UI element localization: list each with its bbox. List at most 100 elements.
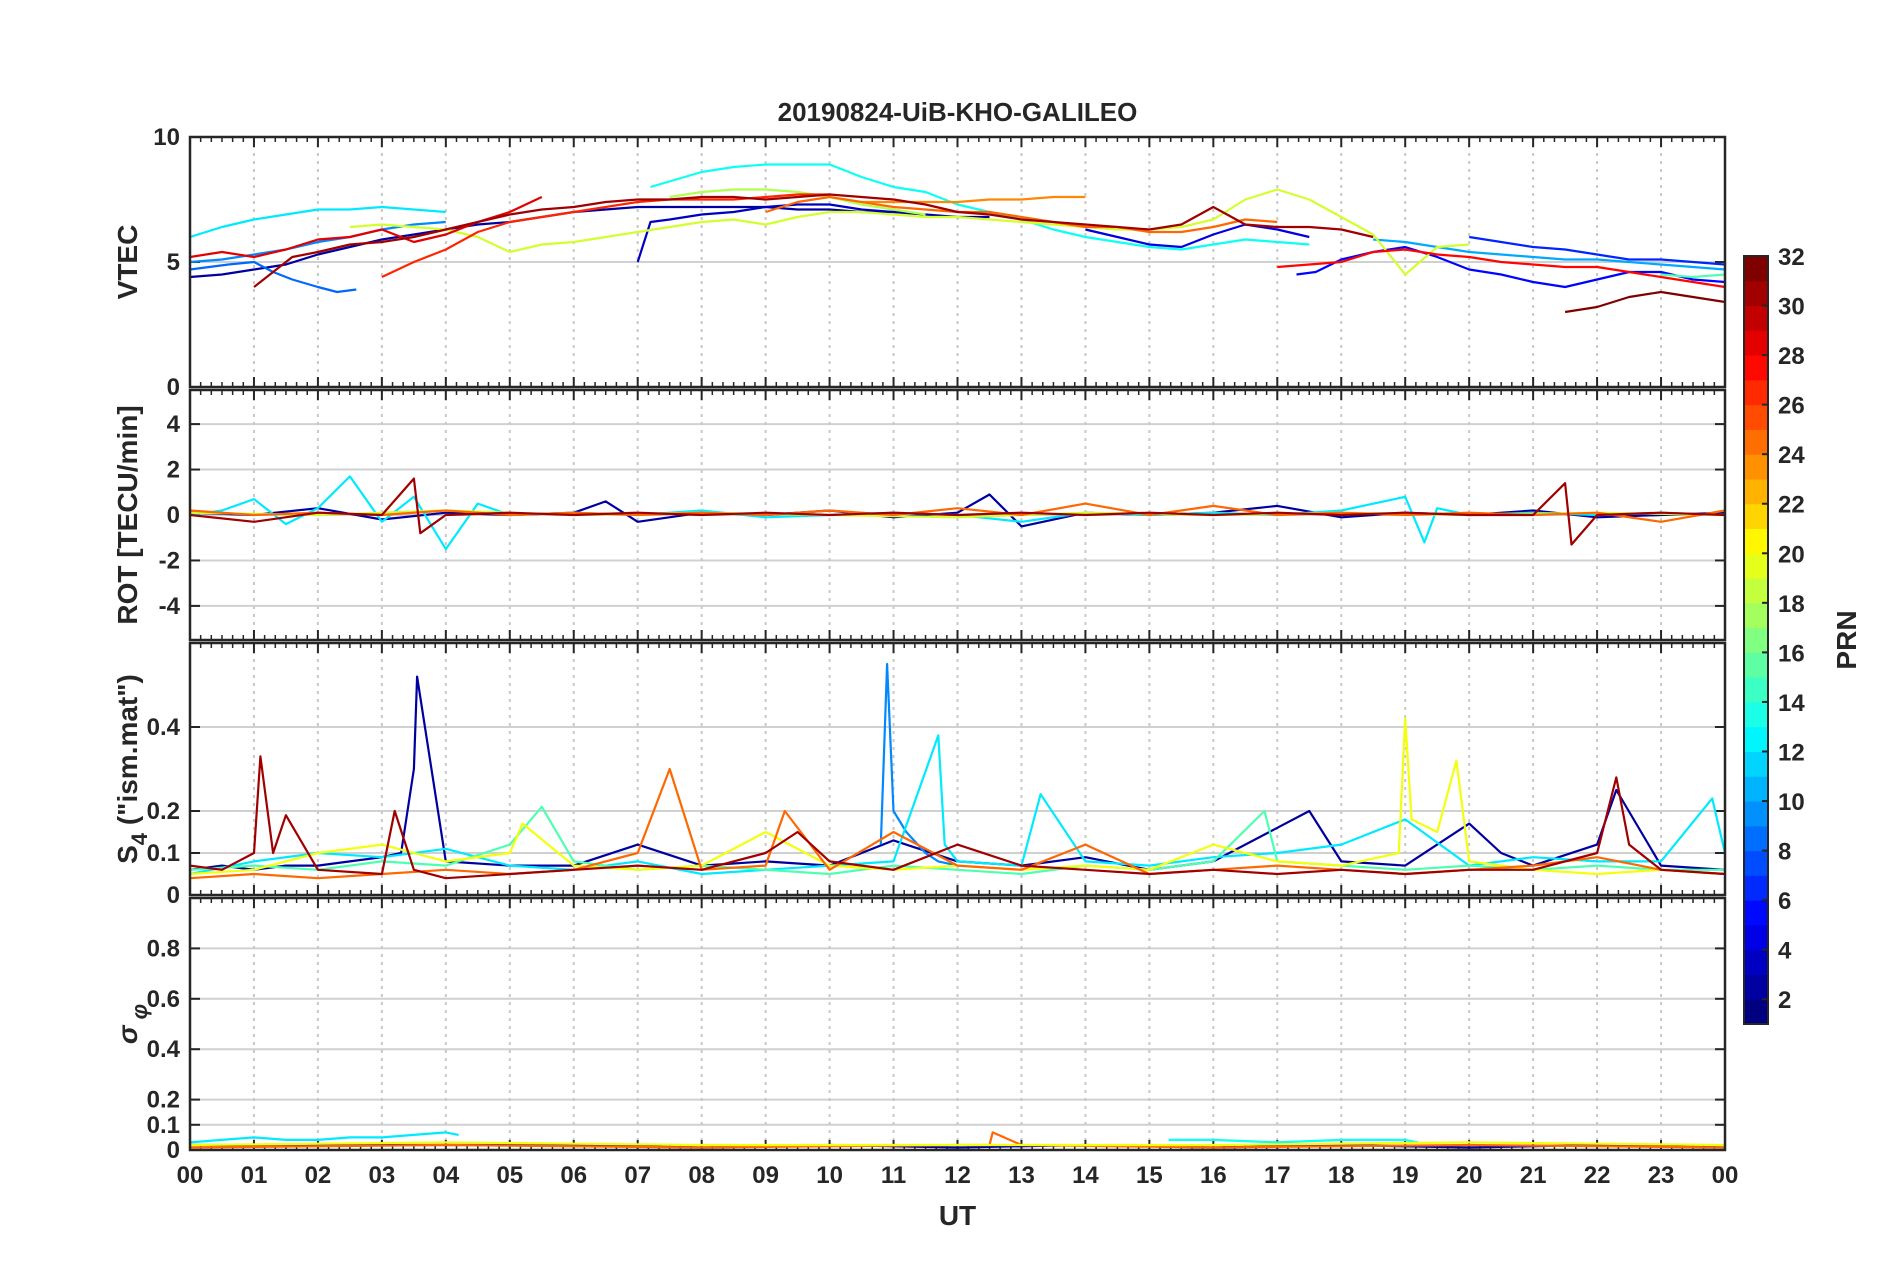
colorbar-segment — [1744, 280, 1768, 307]
series-prn-25 — [765, 195, 1278, 234]
y-tick-label: 0.6 — [147, 986, 180, 1013]
y-tick-label: 0.2 — [147, 1087, 180, 1114]
x-tick-label: 16 — [1200, 1162, 1227, 1189]
series-prn-12 — [190, 205, 446, 239]
colorbar-segment — [1744, 875, 1768, 901]
axes-frame — [188, 388, 1727, 642]
x-tick-label: 04 — [432, 1162, 459, 1189]
y-axis-label: VTEC — [112, 225, 143, 300]
x-tick-label: 00 — [1712, 1162, 1739, 1189]
x-tick-label: 19 — [1392, 1162, 1419, 1189]
x-tick-label: 21 — [1520, 1162, 1547, 1189]
colorbar-segment — [1744, 825, 1768, 852]
colorbar-segment — [1744, 751, 1768, 777]
colorbar-segment — [1744, 627, 1768, 653]
y-tick-label: 4 — [167, 411, 181, 438]
series-prn-20 — [190, 1141, 1725, 1147]
series-group — [190, 1131, 1725, 1149]
x-tick-label: 11 — [881, 1162, 906, 1189]
series-group — [190, 475, 1725, 551]
series-prn-3 — [636, 203, 894, 263]
colorbar-segment — [1744, 478, 1768, 505]
y-tick-label: 0 — [167, 882, 180, 909]
colorbar-segment — [1744, 429, 1768, 455]
colorbar-tick-label: 30 — [1778, 294, 1805, 321]
colorbar-tick-label: 14 — [1778, 690, 1805, 717]
x-tick-label: 13 — [1008, 1162, 1035, 1189]
x-tick-label: 03 — [369, 1162, 396, 1189]
x-tick-label: 22 — [1584, 1162, 1611, 1189]
plot-area — [190, 643, 1725, 895]
colorbar-tick-label: 4 — [1778, 938, 1792, 965]
colorbar-segment — [1744, 404, 1768, 430]
colorbar-tick-label: 32 — [1778, 244, 1805, 271]
series-prn-2 — [190, 675, 1725, 871]
series-prn-18 — [669, 188, 926, 216]
y-tick-label: 0.8 — [147, 935, 180, 962]
colorbar-tick-label: 6 — [1778, 888, 1791, 915]
series-prn-31 — [253, 193, 1374, 288]
colorbar-tick-label: 22 — [1778, 492, 1805, 519]
y-axis-label-subscript: 4 — [127, 832, 152, 845]
y-tick-label: 2 — [167, 457, 180, 484]
y-axis-label-rest: ("ism.mat") — [112, 674, 143, 833]
colorbar-segment — [1744, 578, 1768, 604]
series-prn-25 — [190, 1131, 1725, 1149]
panel-vtec: 0 5 10 VTEC — [112, 124, 1727, 401]
colorbar-tick-label: 16 — [1778, 640, 1805, 667]
x-tick-label: 05 — [496, 1162, 523, 1189]
x-tick-label: 00 — [177, 1162, 204, 1189]
colorbar-segment — [1744, 553, 1768, 579]
axes-frame — [188, 641, 1727, 897]
colorbar-tick-label: 12 — [1778, 739, 1805, 766]
y-tick-label: 0.4 — [147, 1036, 181, 1063]
series-group — [190, 163, 1725, 314]
colorbar-segment — [1744, 503, 1768, 530]
y-tick-label: 10 — [153, 124, 180, 151]
x-tick-label: 15 — [1136, 1162, 1163, 1189]
colorbar-segment — [1744, 602, 1768, 629]
x-tick-label: 08 — [688, 1162, 715, 1189]
colorbar-tick-label: 8 — [1778, 839, 1791, 866]
y-tick-label: 0.4 — [147, 714, 181, 741]
colorbar-segment — [1744, 924, 1768, 951]
panel-sigma_phi: 00.10.2 0.4 0.6 0.8 σ φ — [112, 896, 1727, 1164]
series-prn-15 — [1660, 273, 1725, 279]
series-prn-12 — [190, 1131, 459, 1144]
series-prn-24 — [861, 195, 1086, 204]
y-tick-label: 0.2 — [147, 798, 180, 825]
x-tick-label: 20 — [1456, 1162, 1483, 1189]
y-tick-label: 0 — [167, 502, 180, 529]
series-prn-31 — [190, 755, 1725, 880]
y-tick-label: -4 — [159, 593, 181, 620]
y-tick-label: 0.1 — [147, 1112, 180, 1139]
series-group — [190, 662, 1725, 880]
series-prn-19 — [349, 188, 1470, 276]
colorbar-segment — [1744, 528, 1768, 554]
x-tick-label: 17 — [1264, 1162, 1291, 1189]
y-tick-label: 0 — [167, 1137, 180, 1164]
panel-rot: -4 -2 0 2 4 ROT [TECU/min] — [112, 388, 1727, 642]
plot-area — [190, 898, 1725, 1150]
x-tick-label: 02 — [305, 1162, 332, 1189]
colorbar-segment — [1744, 677, 1768, 703]
colorbar-tick-label: 26 — [1778, 393, 1805, 420]
series-prn-13 — [1168, 1138, 1419, 1144]
colorbar-segment — [1744, 726, 1768, 752]
y-axis-label-sigma: σ — [112, 1024, 143, 1044]
colorbar-segment — [1744, 256, 1768, 282]
y-axis-label-phi: φ — [127, 1004, 152, 1026]
series-prn-5 — [1296, 245, 1725, 289]
series-prn-9 — [879, 662, 958, 867]
colorbar-segment — [1744, 305, 1768, 331]
x-tick-label: 01 — [241, 1162, 268, 1189]
colorbar-segment — [1744, 454, 1768, 480]
x-tick-label: 09 — [752, 1162, 779, 1189]
series-prn-28 — [1277, 248, 1725, 289]
x-tick-label: 12 — [944, 1162, 971, 1189]
colorbar-segment — [1744, 776, 1768, 802]
panel-s4: 00.10.20.4S4 ("ism.mat") — [112, 641, 1727, 909]
series-prn-12 — [190, 734, 1725, 876]
colorbar-segment — [1744, 999, 1768, 1025]
